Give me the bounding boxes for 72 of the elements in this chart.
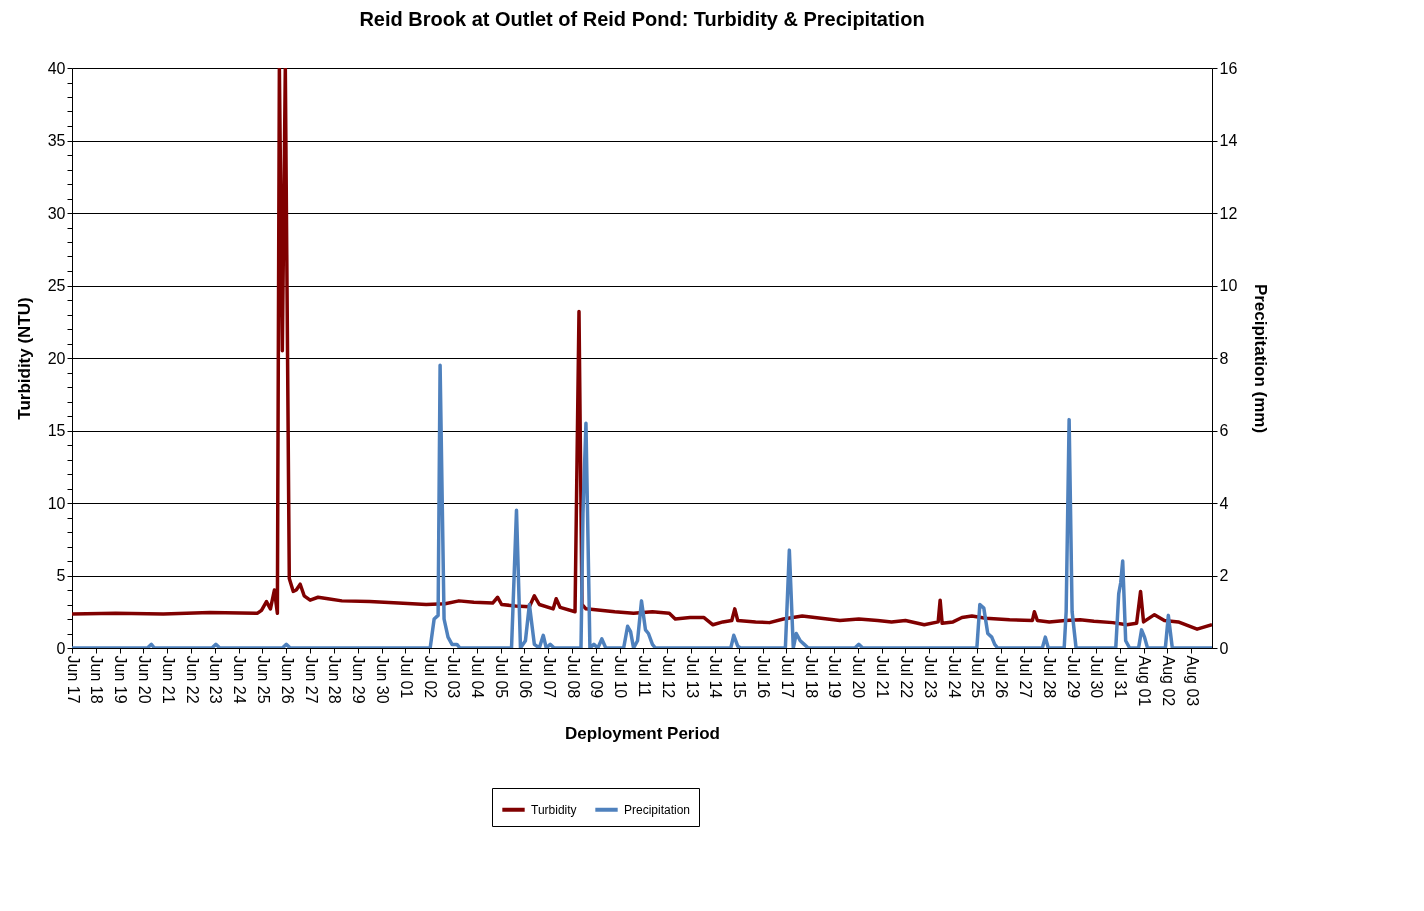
x-tick-label: Jun 22 [183, 655, 201, 704]
x-tick-label: Jul 07 [540, 655, 558, 699]
x-tick-label: Aug 02 [1159, 655, 1177, 707]
y2-tick-label: 6 [1219, 422, 1229, 439]
x-tick-label: Jul 20 [850, 655, 868, 699]
x-tick-label: Jul 14 [707, 655, 725, 699]
x-tick-label: Jul 02 [421, 655, 439, 699]
x-tick-label: Jun 30 [374, 655, 392, 704]
x-tick-label: Jul 31 [1112, 655, 1130, 699]
y2-tick-label: 14 [1219, 132, 1238, 149]
x-tick-label: Jun 24 [231, 655, 249, 704]
y2-axis-title: Precipitation (mm) [1251, 283, 1271, 434]
x-tick-label: Jul 11 [635, 655, 653, 698]
x-tick-label: Jul 26 [993, 655, 1011, 699]
x-tick-label: Jul 22 [897, 655, 915, 699]
y2-tick-label: 10 [1219, 277, 1238, 294]
y-tick-label: 30 [47, 204, 66, 222]
x-tick-label: Jul 13 [683, 655, 701, 699]
x-tick-label: Jul 27 [1016, 655, 1034, 699]
y-tick-label: 15 [47, 422, 66, 439]
x-tick-label: Aug 01 [1136, 655, 1154, 707]
x-tick-label: Jul 08 [564, 655, 582, 699]
x-tick-label: Jul 01 [397, 655, 415, 699]
x-tick-label: Jul 19 [826, 655, 844, 699]
x-tick-label: Jun 17 [64, 655, 82, 704]
x-tick-label: Jul 23 [921, 655, 939, 699]
y2-tick-label: 12 [1219, 204, 1238, 222]
x-tick-label: Jun 19 [112, 655, 130, 704]
x-tick-label: Jun 25 [255, 655, 272, 704]
y-tick-label: 5 [56, 567, 66, 584]
y2-tick-label: 8 [1219, 349, 1229, 367]
y2-tick-label: 4 [1219, 494, 1229, 512]
y-tick-label: 25 [47, 277, 66, 294]
y-tick-label: 40 [47, 59, 66, 77]
x-tick-label: Jun 26 [278, 655, 296, 704]
x-tick-label: Jun 23 [207, 655, 225, 704]
x-tick-label: Jul 04 [469, 655, 487, 699]
y-tick-label: 20 [47, 349, 66, 367]
x-tick-label: Jun 27 [302, 655, 320, 704]
y-tick-label: 0 [56, 639, 66, 657]
x-tick-label: Jun 18 [88, 655, 106, 704]
y2-tick-label: 16 [1219, 59, 1238, 77]
chart-title: Reid Brook at Outlet of Reid Pond: Turbidity & Precipitation [359, 8, 925, 30]
x-tick-label: Jun 21 [159, 655, 177, 704]
x-tick-label: Jul 05 [493, 655, 511, 699]
x-tick-label: Jul 25 [969, 655, 987, 699]
y2-tick-label: 0 [1219, 639, 1229, 657]
y-axis-title: Turbidity (NTU) [14, 297, 34, 420]
x-tick-label: Jul 28 [1040, 655, 1058, 699]
x-tick-label: Jul 03 [445, 655, 463, 699]
x-tick-label: Aug 03 [1183, 655, 1201, 707]
x-tick-label: Jul 30 [1088, 655, 1106, 699]
x-tick-label: Jul 29 [1064, 655, 1082, 699]
x-tick-label: Jun 29 [350, 655, 368, 704]
legend-label: Turbidity [531, 802, 577, 817]
x-tick-label: Jul 18 [802, 655, 820, 699]
x-tick-label: Jul 15 [731, 655, 749, 699]
x-tick-label: Jul 24 [945, 655, 963, 699]
x-tick-label: Jul 16 [755, 655, 773, 699]
x-tick-label: Jul 17 [778, 655, 796, 699]
x-axis-title: Deployment Period [565, 724, 720, 744]
x-tick-label: Jul 21 [874, 655, 892, 699]
x-tick-label: Jul 10 [612, 655, 630, 699]
y-tick-label: 35 [47, 132, 66, 149]
x-tick-label: Jun 20 [135, 655, 153, 704]
x-tick-label: Jun 28 [326, 655, 344, 704]
y-tick-label: 10 [47, 494, 66, 512]
x-tick-label: Jul 06 [516, 655, 534, 699]
y2-tick-label: 2 [1219, 567, 1229, 584]
legend-label: Precipitation [624, 802, 691, 817]
x-tick-label: Jul 09 [588, 655, 606, 699]
x-tick-label: Jul 12 [659, 655, 677, 699]
